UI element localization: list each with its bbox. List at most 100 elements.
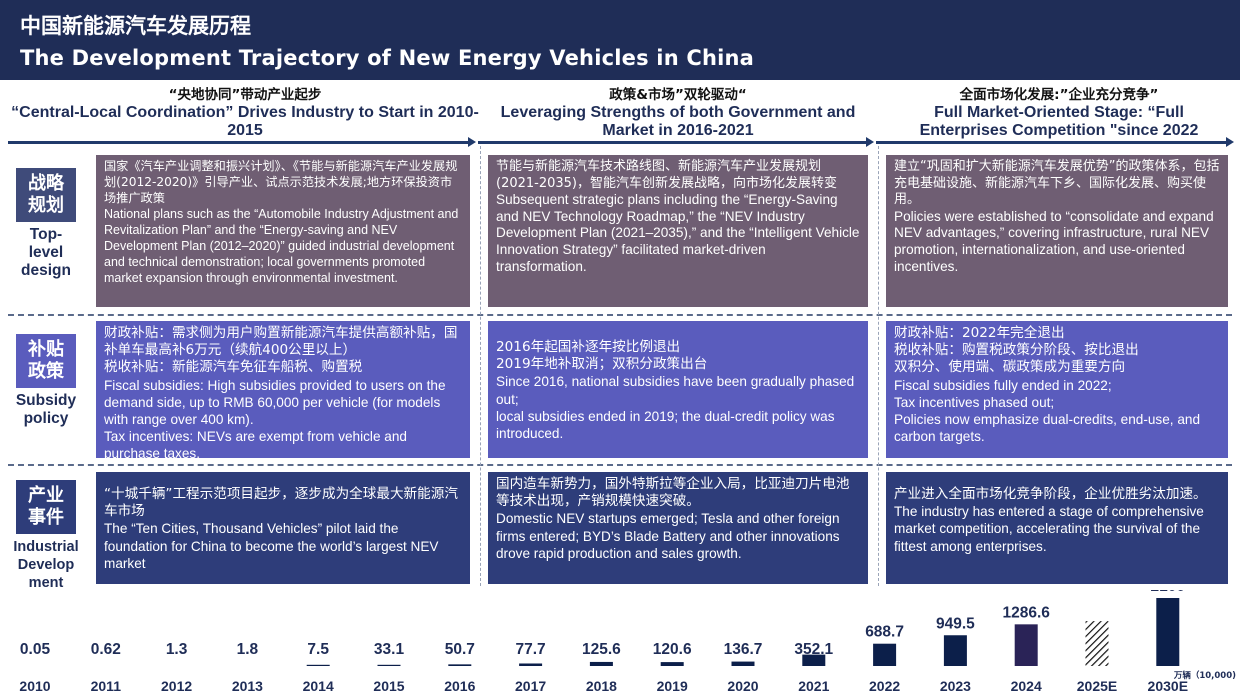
row-badge-cn: 补贴 政策 [16, 334, 76, 388]
plan-box-2016-2021: 节能与新能源汽车技术路线图、新能源汽车产业发展规划(2021-2035)，智能汽… [488, 155, 868, 307]
bar-2016 [448, 664, 472, 666]
bar-2025E [1085, 621, 1109, 666]
row-badge-cn: 战略 规划 [16, 168, 76, 222]
plan-box-en: National plans such as the “Automobile I… [104, 207, 459, 286]
x-tick-2023: 2023 [940, 678, 971, 694]
plan-box-en: Policies were established to “consolidat… [894, 208, 1214, 274]
plan-box-cn: 节能与新能源汽车技术路线图、新能源汽车产业发展规划(2021-2035)，智能汽… [496, 159, 838, 191]
row-label-industrial-development: 产业 事件 Industrial Develop ment [6, 480, 86, 592]
subsidy-box-2022: 财政补贴：2022年完全退出 税收补贴：购置税政策分阶段、按比退出 双积分、使用… [886, 321, 1228, 458]
page-title-cn: 中国新能源汽车发展历程 [20, 14, 251, 38]
page-title-en: The Development Trajectory of New Energy… [20, 46, 755, 70]
x-tick-2022: 2022 [869, 678, 900, 694]
bar-2021 [802, 654, 826, 666]
value-label-2019: 120.6 [653, 641, 692, 658]
x-tick-2030E: 2030E [1148, 678, 1188, 694]
stage-3-arrow [876, 137, 1234, 147]
value-label-2013: 1.8 [237, 641, 259, 658]
subsidy-box-cn: 财政补贴：需求侧为用户购置新能源汽车提供高额补贴，国补单车最高补6万元（续航40… [104, 325, 458, 376]
value-label-2024: 1286.6 [1002, 604, 1050, 621]
bar-2017 [519, 663, 543, 666]
plan-box-cn: 建立“巩固和扩大新能源汽车发展优势”的政策体系，包括充电基础设施、新能源汽车下乡… [894, 159, 1220, 208]
row-label-en: Top- level design [21, 226, 71, 279]
bar-2024 [1014, 624, 1038, 666]
value-label-2015: 33.1 [374, 641, 405, 658]
x-tick-2020: 2020 [727, 678, 758, 694]
industry-box-cn: “十城千辆”工程示范项目起步，逐步成为全球最大新能源汽车市场 [104, 486, 458, 520]
stage-heading-1: “央地协同”带动产业起步 “Central-Local Coordination… [10, 86, 480, 140]
industry-box-2010-2015: “十城千辆”工程示范项目起步，逐步成为全球最大新能源汽车市场 The “Ten … [96, 472, 470, 584]
x-tick-2014: 2014 [303, 678, 334, 694]
bar-2030E [1156, 598, 1180, 666]
header-banner: 中国新能源汽车发展历程 The Development Trajectory o… [0, 0, 1240, 80]
nev-sales-chart: 0.05 2010 0.62 2011 1.3 2012 1.8 2013 7.5 2014 33.… [0, 590, 1240, 697]
subsidy-box-2016-2021: 2016年起国补逐年按比例退出 2019年地补取消；双积分政策出台 Since … [488, 321, 868, 458]
stage-heading-3-en: Full Market-Oriented Stage: “Full Enterp… [919, 104, 1199, 139]
industry-box-cn: 国内造车新势力，国外特斯拉等企业入局，比亚迪刀片电池等技术出现，产销规模快速突破… [496, 476, 850, 510]
row-label-top-level-design: 战略 规划 Top- level design [6, 168, 86, 280]
x-tick-2018: 2018 [586, 678, 617, 694]
x-tick-2013: 2013 [232, 678, 263, 694]
row-label-en: Subsidy policy [15, 392, 77, 427]
plan-box-en: Subsequent strategic plans including the… [496, 192, 860, 274]
industry-box-en: Domestic NEV startups emerged; Tesla and… [496, 511, 840, 561]
subsidy-box-en: Since 2016, national subsidies have been… [496, 374, 855, 442]
row-badge-cn: 产业 事件 [16, 480, 76, 534]
row-divider-1 [8, 314, 1232, 316]
stage-heading-1-cn: “央地协同”带动产业起步 [168, 87, 322, 103]
column-divider-2 [878, 146, 879, 586]
bar-2019 [660, 662, 684, 666]
x-tick-2012: 2012 [161, 678, 192, 694]
bar-2020 [731, 661, 755, 666]
stage-heading-1-en: “Central-Local Coordination” Drives Indu… [11, 104, 479, 139]
stage-2-arrow [478, 137, 874, 147]
chart-unit-label: 万辆（10,000) [1173, 671, 1236, 681]
nev-sales-chart-svg: 0.05 2010 0.62 2011 1.3 2012 1.8 2013 7.5 2014 33.… [19, 590, 1188, 694]
stage-1-arrow [8, 137, 476, 147]
value-label-2030E: 2100 [1151, 590, 1185, 595]
bar-2022 [873, 643, 897, 666]
stage-heading-2: 政策&市场”双轮驱动“ Leveraging Strengths of both… [496, 86, 860, 140]
x-tick-2024: 2024 [1011, 678, 1042, 694]
industry-box-en: The “Ten Cities, Thousand Vehicles” pilo… [104, 521, 439, 571]
value-label-2017: 77.7 [516, 641, 546, 658]
subsidy-box-en: Fiscal subsidies: High subsidies provide… [104, 377, 446, 458]
industry-box-2022: 产业进入全面市场化竞争阶段，企业优胜劣汰加速。 The industry has… [886, 472, 1228, 584]
x-tick-2010: 2010 [19, 678, 50, 694]
subsidy-box-2010-2015: 财政补贴：需求侧为用户购置新能源汽车提供高额补贴，国补单车最高补6万元（续航40… [96, 321, 470, 458]
industry-box-cn: 产业进入全面市场化竞争阶段，企业优胜劣汰加速。 [894, 486, 1207, 502]
bar-2023 [943, 635, 967, 666]
value-label-2023: 949.5 [936, 615, 975, 632]
bar-2015 [377, 664, 401, 666]
x-tick-2011: 2011 [91, 678, 122, 694]
value-label-2011: 0.62 [91, 641, 121, 658]
bar-2014 [306, 664, 330, 666]
stage-heading-3-cn: 全面市场化发展:”企业充分竞争” [959, 87, 1159, 103]
stage-heading-3: 全面市场化发展:”企业充分竞争” Full Market-Oriented St… [896, 86, 1222, 140]
value-label-2014: 7.5 [307, 641, 329, 658]
subsidy-box-cn: 2016年起国补逐年按比例退出 2019年地补取消；双积分政策出台 [496, 339, 708, 373]
x-tick-2021: 2021 [798, 678, 829, 694]
stage-heading-2-cn: 政策&市场”双轮驱动“ [609, 87, 747, 103]
row-label-subsidy-policy: 补贴 政策 Subsidy policy [6, 334, 86, 428]
row-divider-2 [8, 464, 1232, 466]
x-tick-2016: 2016 [444, 678, 475, 694]
column-divider-1 [480, 146, 481, 586]
plan-box-2022: 建立“巩固和扩大新能源汽车发展优势”的政策体系，包括充电基础设施、新能源汽车下乡… [886, 155, 1228, 307]
stage-heading-2-en: Leveraging Strengths of both Government … [500, 104, 856, 139]
value-label-2010: 0.05 [20, 641, 51, 658]
subsidy-box-en: Fiscal subsidies fully ended in 2022; Ta… [894, 377, 1201, 445]
x-tick-2025E: 2025E [1077, 678, 1117, 694]
bar-2018 [589, 661, 613, 666]
row-label-en: Industrial Develop ment [13, 539, 79, 591]
subsidy-box-cn: 财政补贴：2022年完全退出 税收补贴：购置税政策分阶段、按比退出 双积分、使用… [894, 325, 1139, 376]
value-label-2016: 50.7 [445, 641, 475, 658]
x-tick-2017: 2017 [515, 678, 546, 694]
value-label-2022: 688.7 [865, 624, 904, 641]
industry-box-2016-2021: 国内造车新势力，国外特斯拉等企业入局，比亚迪刀片电池等技术出现，产销规模快速突破… [488, 472, 868, 584]
value-label-2012: 1.3 [166, 641, 188, 658]
industry-box-en: The industry has entered a stage of comp… [894, 504, 1204, 554]
x-tick-2015: 2015 [373, 678, 404, 694]
plan-box-cn: 国家《汽车产业调整和振兴计划》、《节能与新能源汽车产业发展规划(2012-202… [104, 159, 458, 205]
x-tick-2019: 2019 [657, 678, 688, 694]
